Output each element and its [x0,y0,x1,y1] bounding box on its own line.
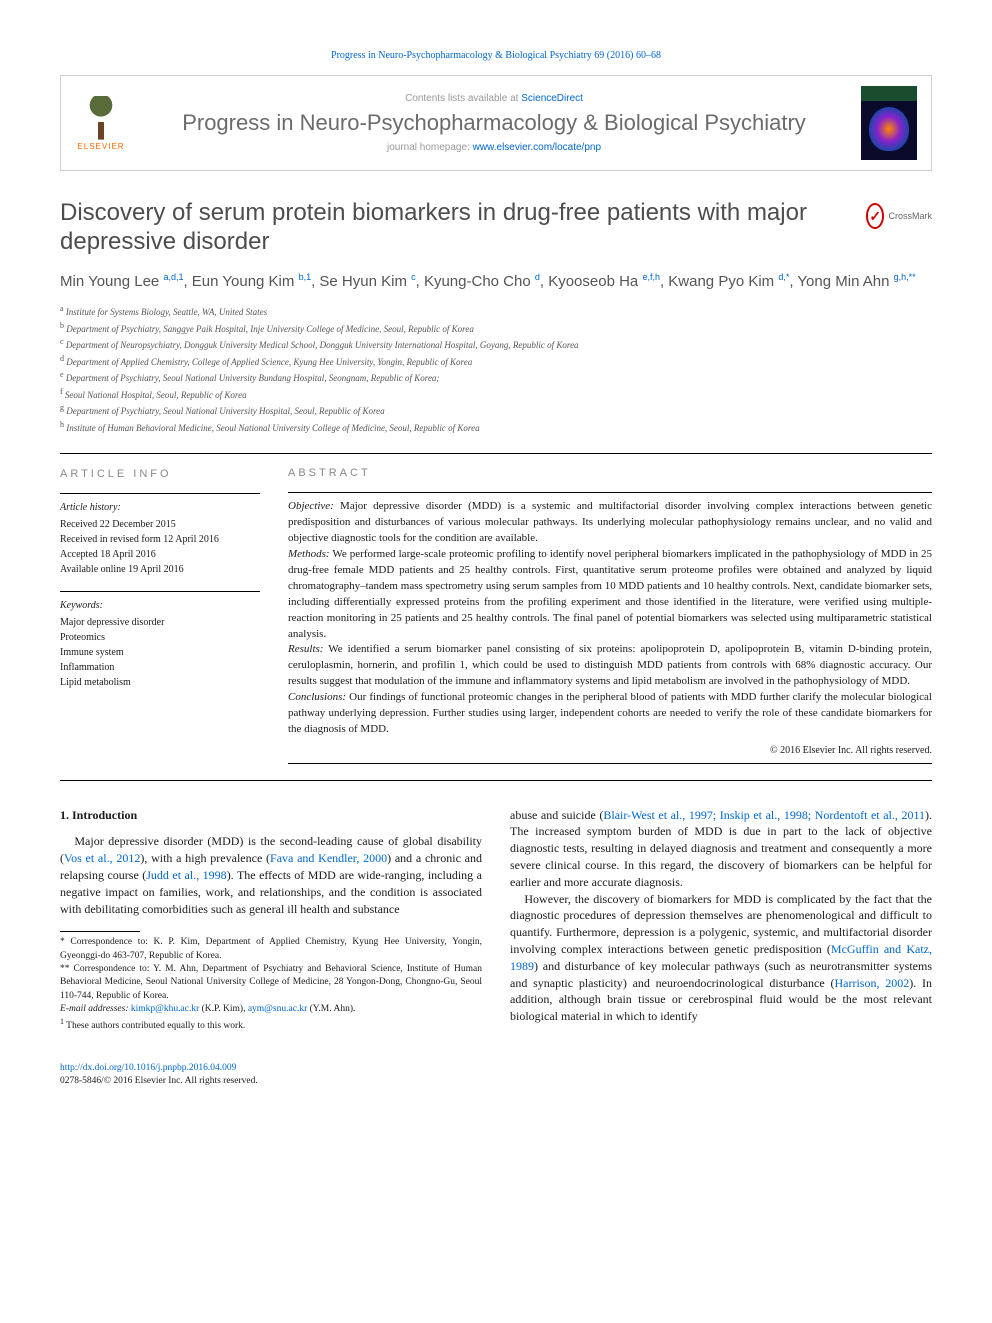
crossmark-badge[interactable]: ✓ CrossMark [866,199,932,233]
contents-line: Contents lists available at ScienceDirec… [143,93,845,104]
keyword: Immune system [60,645,260,660]
keyword: Proteomics [60,630,260,645]
emails: E-mail addresses: kimkp@khu.ac.kr (K.P. … [60,1003,482,1016]
keyword: Inflammation [60,660,260,675]
history-title: Article history: [60,500,260,515]
affiliation: g Department of Psychiatry, Seoul Nation… [60,402,932,419]
history-item: Received 22 December 2015 [60,517,260,532]
footnote-rule [60,931,140,932]
article-title: Discovery of serum protein biomarkers in… [60,199,854,257]
affiliation: b Department of Psychiatry, Sanggye Paik… [60,320,932,337]
results-text: We identified a serum biomarker panel co… [288,643,932,687]
cite-harrison[interactable]: Harrison, 2002 [834,976,909,990]
author-sup-link[interactable]: d,* [778,272,789,282]
sciencedirect-link[interactable]: ScienceDirect [521,93,583,104]
author-note-1: 1 These authors contributed equally to t… [60,1016,482,1033]
abstract-rule [288,492,932,493]
abstract-bottom-rule [288,763,932,764]
info-rule-2 [60,591,260,592]
journal-homepage: journal homepage: www.elsevier.com/locat… [143,142,845,153]
author: , Kyooseob Ha [540,273,643,290]
author-sup-link[interactable]: a,d,1 [163,272,183,282]
email-1-name: (K.P. Kim), [199,1004,248,1014]
author: , Se Hyun Kim [311,273,411,290]
author-sup-link[interactable]: b,1 [299,272,312,282]
keyword: Lipid metabolism [60,675,260,690]
methods-text: We performed large-scale proteomic profi… [288,548,932,640]
top-citation: Progress in Neuro-Psychopharmacology & B… [60,50,932,61]
contents-prefix: Contents lists available at [405,93,521,104]
intro-p3: However, the discovery of biomarkers for… [510,891,932,1025]
author: , Kwang Pyo Kim [660,273,778,290]
author: Min Young Lee [60,273,163,290]
elsevier-logo: ELSEVIER [75,93,127,153]
info-rule [60,493,260,494]
issn-line: 0278-5846/© 2016 Elsevier Inc. All right… [60,1076,258,1086]
affiliation: h Institute of Human Behavioral Medicine… [60,419,932,436]
affiliation: c Department of Neuropsychiatry, Dongguk… [60,336,932,353]
corr-2: ** Correspondence to: Y. M. Ahn, Departm… [60,963,482,1003]
abstract-copyright: © 2016 Elsevier Inc. All rights reserved… [288,744,932,759]
intro-p2: abuse and suicide (Blair-West et al., 19… [510,807,932,891]
abstract-label: ABSTRACT [288,466,932,482]
email-2-name: (Y.M. Ahn). [307,1004,355,1014]
cite-blairwest[interactable]: Blair-West et al., 1997; Inskip et al., … [603,808,925,822]
journal-title: Progress in Neuro-Psychopharmacology & B… [143,110,845,136]
journal-cover-thumb [861,86,917,160]
elsevier-label: ELSEVIER [77,142,124,151]
crossmark-label: CrossMark [888,211,932,221]
abstract-text: Objective: Major depressive disorder (MD… [288,499,932,738]
email-2[interactable]: aym@snu.ac.kr [248,1004,307,1014]
objective-text: Major depressive disorder (MDD) is a sys… [288,500,932,544]
divider [60,453,932,454]
cite-judd[interactable]: Judd et al., 1998 [146,868,226,882]
author-sup-link[interactable]: e,f,h [642,272,660,282]
affiliation: a Institute for Systems Biology, Seattle… [60,303,932,320]
doi-link[interactable]: http://dx.doi.org/10.1016/j.pnpbp.2016.0… [60,1063,236,1073]
keywords-title: Keywords: [60,598,260,613]
affiliation: e Department of Psychiatry, Seoul Nation… [60,369,932,386]
homepage-link[interactable]: www.elsevier.com/locate/pnp [473,142,601,153]
intro-heading: 1. Introduction [60,807,482,824]
history-item: Available online 19 April 2016 [60,562,260,577]
divider-2 [60,780,932,781]
intro-p2a: abuse and suicide ( [510,808,603,822]
article-info-label: ARTICLE INFO [60,466,260,483]
cite-vos[interactable]: Vos et al., 2012 [64,851,140,865]
affiliation: f Seoul National Hospital, Seoul, Republ… [60,386,932,403]
article-history: Article history: Received 22 December 20… [60,500,260,577]
objective-label: Objective: [288,500,334,512]
author: , Eun Young Kim [183,273,298,290]
author-sup-link[interactable]: g,h,** [894,272,916,282]
author: , Yong Min Ahn [789,273,893,290]
conclusions-text: Our findings of functional proteomic cha… [288,691,932,735]
email-1[interactable]: kimkp@khu.ac.kr [131,1004,199,1014]
keywords-block: Keywords: Major depressive disorderProte… [60,598,260,690]
homepage-prefix: journal homepage: [387,142,473,153]
affiliations-list: a Institute for Systems Biology, Seattle… [60,303,932,435]
intro-p1: Major depressive disorder (MDD) is the s… [60,833,482,917]
page-footer: http://dx.doi.org/10.1016/j.pnpbp.2016.0… [60,1062,932,1089]
crossmark-icon: ✓ [866,203,884,229]
authors-list: Min Young Lee a,d,1, Eun Young Kim b,1, … [60,271,932,294]
affiliation: d Department of Applied Chemistry, Colle… [60,353,932,370]
author: , Kyung-Cho Cho [416,273,535,290]
journal-header: ELSEVIER Contents lists available at Sci… [60,75,932,171]
top-citation-link[interactable]: Progress in Neuro-Psychopharmacology & B… [331,50,661,61]
intro-p1b: ), with a high prevalence ( [140,851,270,865]
elsevier-tree-icon [79,96,123,140]
history-item: Accepted 18 April 2016 [60,547,260,562]
keyword: Major depressive disorder [60,615,260,630]
methods-label: Methods: [288,548,330,560]
cite-fava[interactable]: Fava and Kendler, 2000 [270,851,387,865]
corr-1: * Correspondence to: K. P. Kim, Departme… [60,936,482,963]
results-label: Results: [288,643,323,655]
history-item: Received in revised form 12 April 2016 [60,532,260,547]
conclusions-label: Conclusions: [288,691,346,703]
footnotes: * Correspondence to: K. P. Kim, Departme… [60,931,482,1033]
email-label: E-mail addresses: [60,1004,131,1014]
